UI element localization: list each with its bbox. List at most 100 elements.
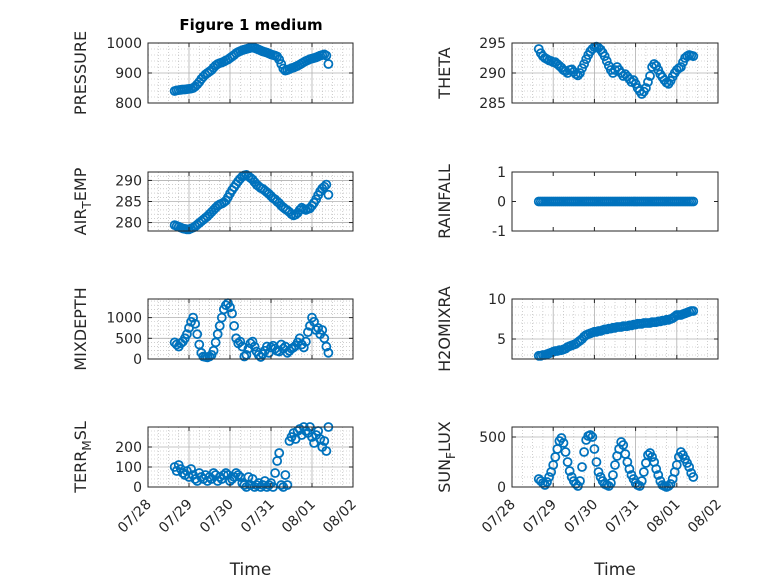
subplot-2: 295 290 285 THETA — [435, 36, 719, 112]
data-point — [323, 347, 334, 358]
y-axis-label: H2OMIXRA — [435, 286, 454, 372]
data-point — [560, 447, 571, 457]
data-point — [688, 196, 699, 207]
y-axis-label-tail: SL — [71, 421, 90, 440]
subplot-7: 200 100 0 TERRMSL 07/28 07/29 07/30 07/31 08/01 0… — [71, 421, 360, 580]
data-point — [636, 476, 647, 486]
x-tick-label: 07/28 — [479, 497, 519, 537]
y-axis-label-main: THETA — [435, 47, 454, 99]
data-point — [239, 351, 250, 362]
subplot-5: 1000 500 0 MIXDEPTH — [71, 287, 354, 371]
figure-title: Figure 1 medium — [179, 16, 322, 34]
data-point — [638, 467, 649, 477]
data-point — [573, 481, 583, 491]
y-axis-label-main: PRESSURE — [71, 31, 90, 115]
data-point — [573, 70, 583, 81]
x-tick-label: 08/02 — [320, 497, 360, 537]
x-tick-label: 07/30 — [561, 497, 601, 537]
data-point — [225, 302, 235, 313]
y-axis-label-subscript: M — [80, 440, 94, 450]
y-axis-label-main: MIXDEPTH — [71, 287, 90, 370]
x-tick-label: 07/30 — [197, 497, 237, 537]
y-tick-label: 500 — [479, 430, 506, 446]
data-point — [188, 312, 199, 323]
y-tick-label: 500 — [115, 331, 142, 347]
subplot-8: 500 0 SUNFLUX 07/28 07/29 07/30 07/31 08/01 08/0… — [435, 421, 725, 580]
y-tick-label: 1000 — [106, 311, 142, 327]
data-point — [186, 464, 196, 474]
data-point — [182, 329, 192, 340]
subplot-3: 290 285 280 AIRTEMP — [71, 167, 354, 236]
x-axis-label: Time — [229, 560, 272, 580]
data-point — [564, 466, 575, 476]
data-point — [599, 51, 610, 62]
y-axis-label-subscript: F — [444, 452, 458, 459]
data-point — [641, 83, 651, 93]
x-tick-label: 07/28 — [115, 497, 155, 537]
data-point — [585, 430, 596, 440]
data-point — [591, 457, 602, 467]
y-axis-label-main: H2OMIXRA — [435, 286, 454, 372]
data-point — [665, 479, 676, 489]
data-point — [663, 481, 674, 491]
y-tick-label: 0 — [497, 195, 506, 211]
y-tick-label: 1000 — [106, 36, 142, 52]
y-axis-label-main: TERR — [71, 451, 90, 494]
data-point — [233, 470, 244, 480]
x-tick-label: 08/01 — [644, 497, 684, 537]
data-point — [321, 179, 332, 190]
data-point — [684, 462, 695, 472]
x-tick-label: 07/31 — [603, 497, 643, 537]
y-axis-label: TERRMSL — [71, 421, 94, 494]
data-point — [593, 467, 604, 477]
data-point — [270, 468, 281, 478]
data-point — [319, 181, 330, 192]
y-axis-label: PRESSURE — [71, 31, 90, 115]
y-tick-label: 0 — [497, 480, 506, 496]
y-axis-label: THETA — [435, 47, 454, 99]
data-point — [323, 59, 334, 69]
data-point — [220, 468, 231, 478]
data-series — [533, 196, 699, 207]
y-axis-label-subscript: T — [80, 201, 94, 210]
x-tick-label: 08/01 — [279, 497, 319, 537]
data-point — [235, 336, 246, 347]
data-point — [280, 470, 291, 480]
data-point — [688, 51, 699, 62]
y-tick-label: 5 — [497, 332, 506, 348]
y-tick-label: 1 — [497, 165, 506, 181]
x-tick-label: 08/02 — [685, 497, 725, 537]
y-axis-label: MIXDEPTH — [71, 287, 90, 370]
data-point — [587, 432, 598, 442]
data-point — [247, 336, 258, 347]
data-point — [298, 342, 309, 353]
data-series — [169, 422, 334, 492]
y-tick-label: 900 — [115, 66, 142, 82]
data-point — [647, 452, 657, 462]
data-series — [533, 306, 699, 361]
data-point — [323, 189, 334, 200]
axes-box — [147, 426, 354, 488]
subplot-4: 1 0 -1 RAINFALL — [435, 164, 719, 240]
y-tick-label: 280 — [115, 216, 142, 232]
data-series — [169, 298, 334, 363]
data-point — [274, 448, 285, 458]
data-point — [589, 444, 600, 454]
y-axis-label-tail: LUX — [435, 421, 454, 452]
x-tick-label: 07/29 — [520, 497, 560, 537]
data-point — [282, 480, 293, 490]
y-tick-label: 0 — [133, 352, 142, 368]
x-tick-label: 07/29 — [156, 497, 196, 537]
y-axis-label-main: AIR — [71, 209, 90, 236]
subplot-1: 1000 900 800 PRESSURE — [71, 31, 354, 115]
data-point — [575, 476, 585, 486]
y-tick-label: 290 — [479, 66, 506, 82]
y-tick-label: 290 — [115, 173, 142, 189]
y-tick-label: 285 — [115, 195, 142, 211]
y-tick-label: 100 — [115, 460, 142, 476]
data-point — [608, 470, 618, 480]
data-point — [239, 480, 250, 490]
data-series — [533, 430, 699, 492]
data-point — [645, 71, 655, 81]
